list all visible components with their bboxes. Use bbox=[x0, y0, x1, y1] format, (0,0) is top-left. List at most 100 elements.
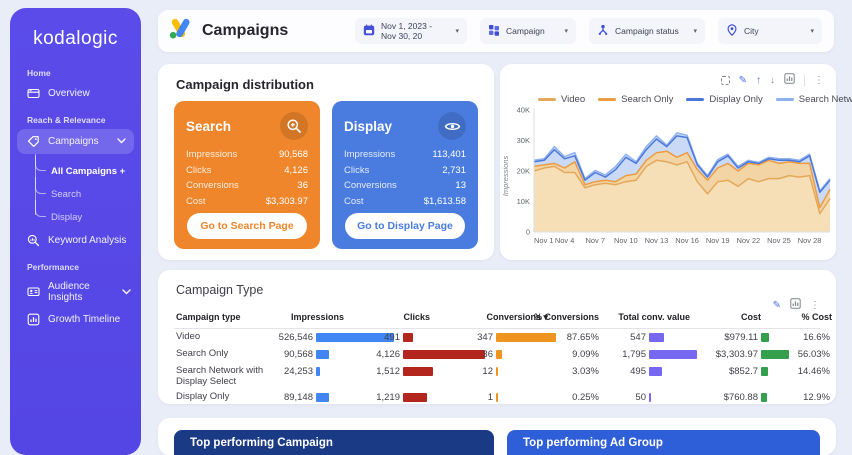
campaign-filter[interactable]: Campaign ▾ bbox=[480, 18, 576, 44]
cell-total-conv-value: 547 bbox=[630, 332, 646, 343]
column-header-pct-conversions[interactable]: % Conversions bbox=[533, 312, 599, 322]
x-tick-label: Nov 13 bbox=[645, 236, 669, 245]
area-band-search-only bbox=[534, 151, 830, 214]
campaigns-subnav: All Campaigns + Search Display bbox=[35, 154, 141, 229]
calendar-icon bbox=[363, 24, 375, 38]
sidebar-item-campaigns[interactable]: Campaigns bbox=[17, 129, 134, 154]
table-divider bbox=[174, 328, 820, 329]
clicks-bar bbox=[403, 393, 428, 402]
metric-value: 113,401 bbox=[432, 149, 466, 160]
city-filter[interactable]: City ▾ bbox=[718, 18, 822, 44]
display-tile: Display Impressions 113,401 Clicks 2,731 C… bbox=[332, 101, 478, 249]
table-row[interactable]: Search Only 90,568 4,126 36 9.09% 1,795 $3,303… bbox=[158, 346, 836, 363]
cell-pct-conversions: 87.65% bbox=[566, 332, 599, 343]
sidebar-item-growth-timeline[interactable]: Growth Timeline bbox=[10, 308, 141, 331]
sidebar-item-label: Audience Insights bbox=[48, 281, 90, 303]
sidebar-item-label: Campaigns bbox=[48, 136, 99, 147]
add-chart-icon[interactable] bbox=[784, 73, 795, 87]
area-band-video bbox=[534, 160, 830, 232]
cell-total-conv-value: 495 bbox=[630, 366, 646, 377]
column-header-clicks[interactable]: Clicks bbox=[403, 312, 430, 322]
sidebar-item-overview[interactable]: Overview bbox=[10, 82, 141, 105]
campaign-status-filter[interactable]: Campaign status ▾ bbox=[589, 18, 705, 44]
nav-section-reach: Reach & Relevance bbox=[27, 115, 106, 125]
display-tile-title: Display bbox=[344, 118, 393, 134]
add-chart-icon[interactable] bbox=[790, 298, 801, 312]
city-filter-label: City bbox=[744, 26, 759, 36]
chevron-down-icon bbox=[117, 136, 126, 147]
chevron-down-icon bbox=[122, 287, 131, 298]
sidebar-item-label: Overview bbox=[48, 88, 90, 99]
chart-toolbar: ✎ ↑ ↓ ⋮ bbox=[720, 73, 824, 87]
cell-conversions: 1 bbox=[487, 392, 493, 403]
edit-icon[interactable]: ✎ bbox=[772, 299, 781, 311]
cost-bar bbox=[761, 333, 770, 342]
cost-bar bbox=[761, 393, 768, 402]
arrow-up-icon[interactable]: ↑ bbox=[756, 74, 761, 86]
cell-cost: $852.7 bbox=[728, 366, 758, 377]
arrow-down-icon[interactable]: ↓ bbox=[770, 74, 775, 86]
column-header-impressions[interactable]: Impressions bbox=[290, 312, 344, 322]
conversions-bar bbox=[496, 333, 556, 342]
legend-item[interactable]: Search Only bbox=[598, 94, 673, 105]
table-row[interactable]: Search Network with Display Select 24,253… bbox=[158, 363, 836, 389]
table-row[interactable]: Display Only 89,148 1,219 1 0.25% 50 $760.88 12… bbox=[158, 389, 836, 406]
impressions-bar bbox=[316, 333, 394, 342]
impressions-chart[interactable]: 0 10K 20K 30K 40K Nov 1 Nov 4 Nov 7 Nov 10 Nov 13… bbox=[500, 106, 836, 258]
metric-label: Conversions bbox=[186, 180, 239, 191]
clicks-bar bbox=[403, 333, 413, 342]
conversions-bar bbox=[496, 393, 498, 402]
campaign-status-label: Campaign status bbox=[615, 26, 679, 36]
cell-pct-cost: 56.03% bbox=[797, 349, 830, 360]
clicks-bar bbox=[403, 367, 433, 376]
impressions-bar bbox=[316, 367, 320, 376]
app-logo: kodalogic bbox=[33, 28, 118, 49]
x-tick-label: Nov 10 bbox=[614, 236, 638, 245]
y-tick-label: 40K bbox=[517, 106, 530, 115]
hierarchy-icon bbox=[597, 24, 609, 38]
sidebar-item-keyword-analysis[interactable]: Keyword Analysis bbox=[10, 229, 141, 252]
cell-conversions: 12 bbox=[482, 366, 493, 377]
chart-legend: Video Search Only Display Only Search Netw.… bbox=[538, 94, 852, 105]
legend-item[interactable]: Video bbox=[538, 94, 585, 105]
column-header-total-conv-value[interactable]: Total conv. value bbox=[618, 312, 690, 322]
metric-label: Cost bbox=[344, 195, 364, 207]
x-tick-label: Nov 22 bbox=[736, 236, 760, 245]
caret-down-icon: ▾ bbox=[564, 28, 568, 35]
area-band-display-only bbox=[534, 135, 830, 208]
sidebar-subitem-display[interactable]: Display bbox=[35, 200, 141, 229]
column-header-conversions[interactable]: Conversions ▾ bbox=[486, 312, 548, 322]
sidebar-item-audience-insights[interactable]: Audience Insights bbox=[10, 276, 141, 308]
selection-icon[interactable] bbox=[720, 75, 730, 85]
x-tick-label: Nov 25 bbox=[767, 236, 791, 245]
cell-cost: $979.11 bbox=[724, 332, 758, 343]
sidebar-subitem-search[interactable]: Search bbox=[35, 177, 141, 206]
x-tick-label: Nov 1 bbox=[534, 236, 554, 245]
column-header-cost[interactable]: Cost bbox=[741, 312, 761, 322]
table-row[interactable]: Video 526,546 491 347 87.65% 547 $979.11 16.6% bbox=[158, 329, 836, 346]
y-tick-label: 20K bbox=[517, 167, 530, 176]
campaign-table: Campaign type Impressions Clicks Conversion… bbox=[158, 312, 836, 406]
legend-item[interactable]: Search Netw... bbox=[775, 94, 852, 105]
x-tick-label: Nov 28 bbox=[798, 236, 822, 245]
legend-item[interactable]: Display Only bbox=[686, 94, 763, 105]
go-to-search-page-button[interactable]: Go to Search Page bbox=[187, 213, 307, 239]
date-range-filter[interactable]: Nov 1, 2023 - Nov 30, 20 ▾ bbox=[355, 18, 467, 44]
go-to-display-page-button[interactable]: Go to Display Page bbox=[345, 213, 465, 239]
sidebar: kodalogic Home Overview Reach & Relevanc… bbox=[10, 8, 141, 455]
metric-value: 13 bbox=[455, 180, 466, 191]
metric-label: Clicks bbox=[344, 164, 370, 176]
more-menu-icon[interactable]: ⋮ bbox=[814, 74, 824, 86]
more-menu-icon[interactable]: ⋮ bbox=[810, 299, 820, 311]
edit-icon[interactable]: ✎ bbox=[738, 74, 747, 86]
location-pin-icon bbox=[726, 24, 738, 38]
cell-clicks: 1,219 bbox=[376, 392, 400, 403]
sidebar-subitem-all-campaigns[interactable]: All Campaigns + bbox=[35, 154, 141, 183]
campaign-filter-label: Campaign bbox=[506, 26, 545, 36]
legend-label: Search Netw... bbox=[798, 94, 852, 105]
cell-total-conv-value: 50 bbox=[635, 392, 646, 403]
series-line-video bbox=[533, 159, 831, 215]
column-header-pct-cost[interactable]: % Cost bbox=[801, 312, 832, 322]
column-header-campaign-type[interactable]: Campaign type bbox=[176, 312, 241, 322]
cell-pct-cost: 16.6% bbox=[803, 332, 830, 343]
